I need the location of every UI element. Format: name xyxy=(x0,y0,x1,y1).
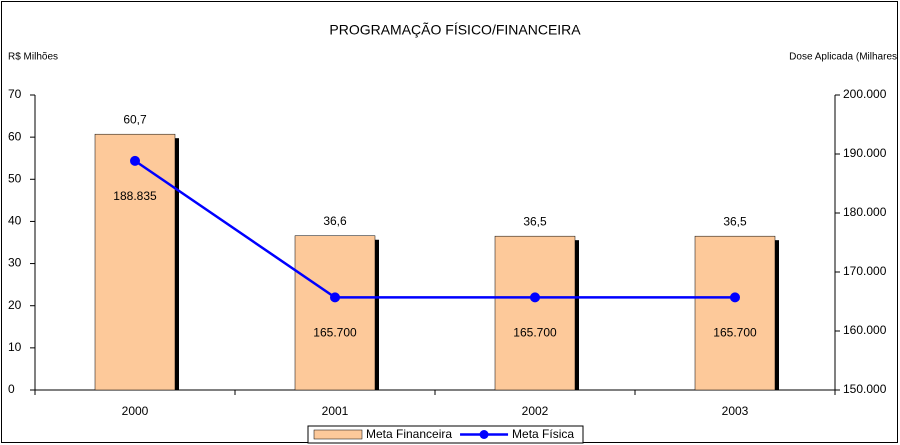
legend-box xyxy=(307,425,584,444)
line xyxy=(134,159,735,299)
y-tick-label: 40 xyxy=(8,214,22,228)
y-tick-label: 70 xyxy=(8,87,22,101)
x-tick-label: 2003 xyxy=(722,404,749,418)
legend-marker xyxy=(479,430,489,439)
line-marker xyxy=(530,292,540,303)
y2-tick-label: 170.000 xyxy=(843,264,887,278)
x-tick-label: 2000 xyxy=(122,404,149,418)
y2-tick-label: 200.000 xyxy=(843,87,887,101)
y2-tick-label: 150.000 xyxy=(843,382,887,396)
data-label: 36,5 xyxy=(723,214,747,228)
y-tick-label: 10 xyxy=(8,340,22,354)
y-tick-label: 50 xyxy=(8,171,22,185)
legend-label: Meta Financeira xyxy=(366,427,452,441)
data-label: 36,6 xyxy=(323,214,347,228)
data-label: 165.700 xyxy=(713,326,757,340)
data-label: 36,5 xyxy=(523,214,547,228)
y-tick-label: 60 xyxy=(8,129,22,143)
y-tick-label: 30 xyxy=(8,256,22,270)
line-marker xyxy=(330,292,340,303)
bar xyxy=(294,235,376,391)
line-marker xyxy=(730,292,740,303)
y2-tick-label: 190.000 xyxy=(843,146,887,160)
y-tick-label: 20 xyxy=(8,298,22,312)
y2-axis-label: Dose Aplicada (Milhares xyxy=(789,52,897,63)
data-label: 165.700 xyxy=(313,326,357,340)
legend-label: Meta Física xyxy=(512,427,574,441)
bar xyxy=(94,133,176,391)
chart-title: PROGRAMAÇÃO FÍSICO/FINANCEIRA xyxy=(329,22,581,38)
x-tick-label: 2001 xyxy=(322,404,349,418)
bar xyxy=(494,235,576,391)
y-axis-label: R$ Milhões xyxy=(8,52,58,63)
x-tick-label: 2002 xyxy=(522,404,549,418)
y2-tick-label: 160.000 xyxy=(843,323,887,337)
bar xyxy=(694,235,776,391)
data-label: 60,7 xyxy=(123,112,147,126)
y2-tick-label: 180.000 xyxy=(843,205,887,219)
y-tick-label: 0 xyxy=(8,382,15,396)
legend-swatch xyxy=(313,429,363,440)
line-marker xyxy=(130,155,140,166)
data-label: 165.700 xyxy=(513,326,557,340)
data-label: 188.835 xyxy=(113,189,157,203)
